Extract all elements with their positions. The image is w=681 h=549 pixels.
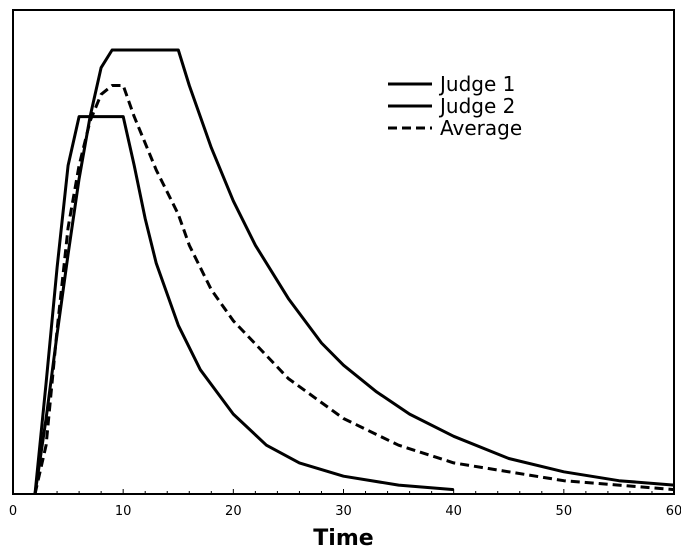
x-axis-tick-labels: 0 10 20 30 40 50 60 xyxy=(9,504,681,519)
x-axis-ticks xyxy=(12,489,675,494)
x-tick-label: 50 xyxy=(556,504,573,519)
legend-label: Judge 1 xyxy=(438,72,515,96)
x-tick-label: 20 xyxy=(225,504,242,519)
plot-border xyxy=(12,9,675,495)
legend-label: Judge 2 xyxy=(438,94,515,118)
x-tick-label: 30 xyxy=(335,504,352,519)
legend-label: Average xyxy=(440,116,522,140)
series-line-judge-1 xyxy=(33,48,675,495)
series-line-average xyxy=(33,84,675,495)
series-layer xyxy=(33,48,675,495)
plot-frame xyxy=(12,9,675,495)
x-tick-label: 40 xyxy=(445,504,462,519)
x-axis-title: Time xyxy=(313,526,373,549)
series-line-judge-2 xyxy=(33,115,454,495)
x-tick-label: 60 xyxy=(666,504,681,519)
x-tick-label: 10 xyxy=(115,504,132,519)
x-tick-label: 0 xyxy=(9,504,17,519)
